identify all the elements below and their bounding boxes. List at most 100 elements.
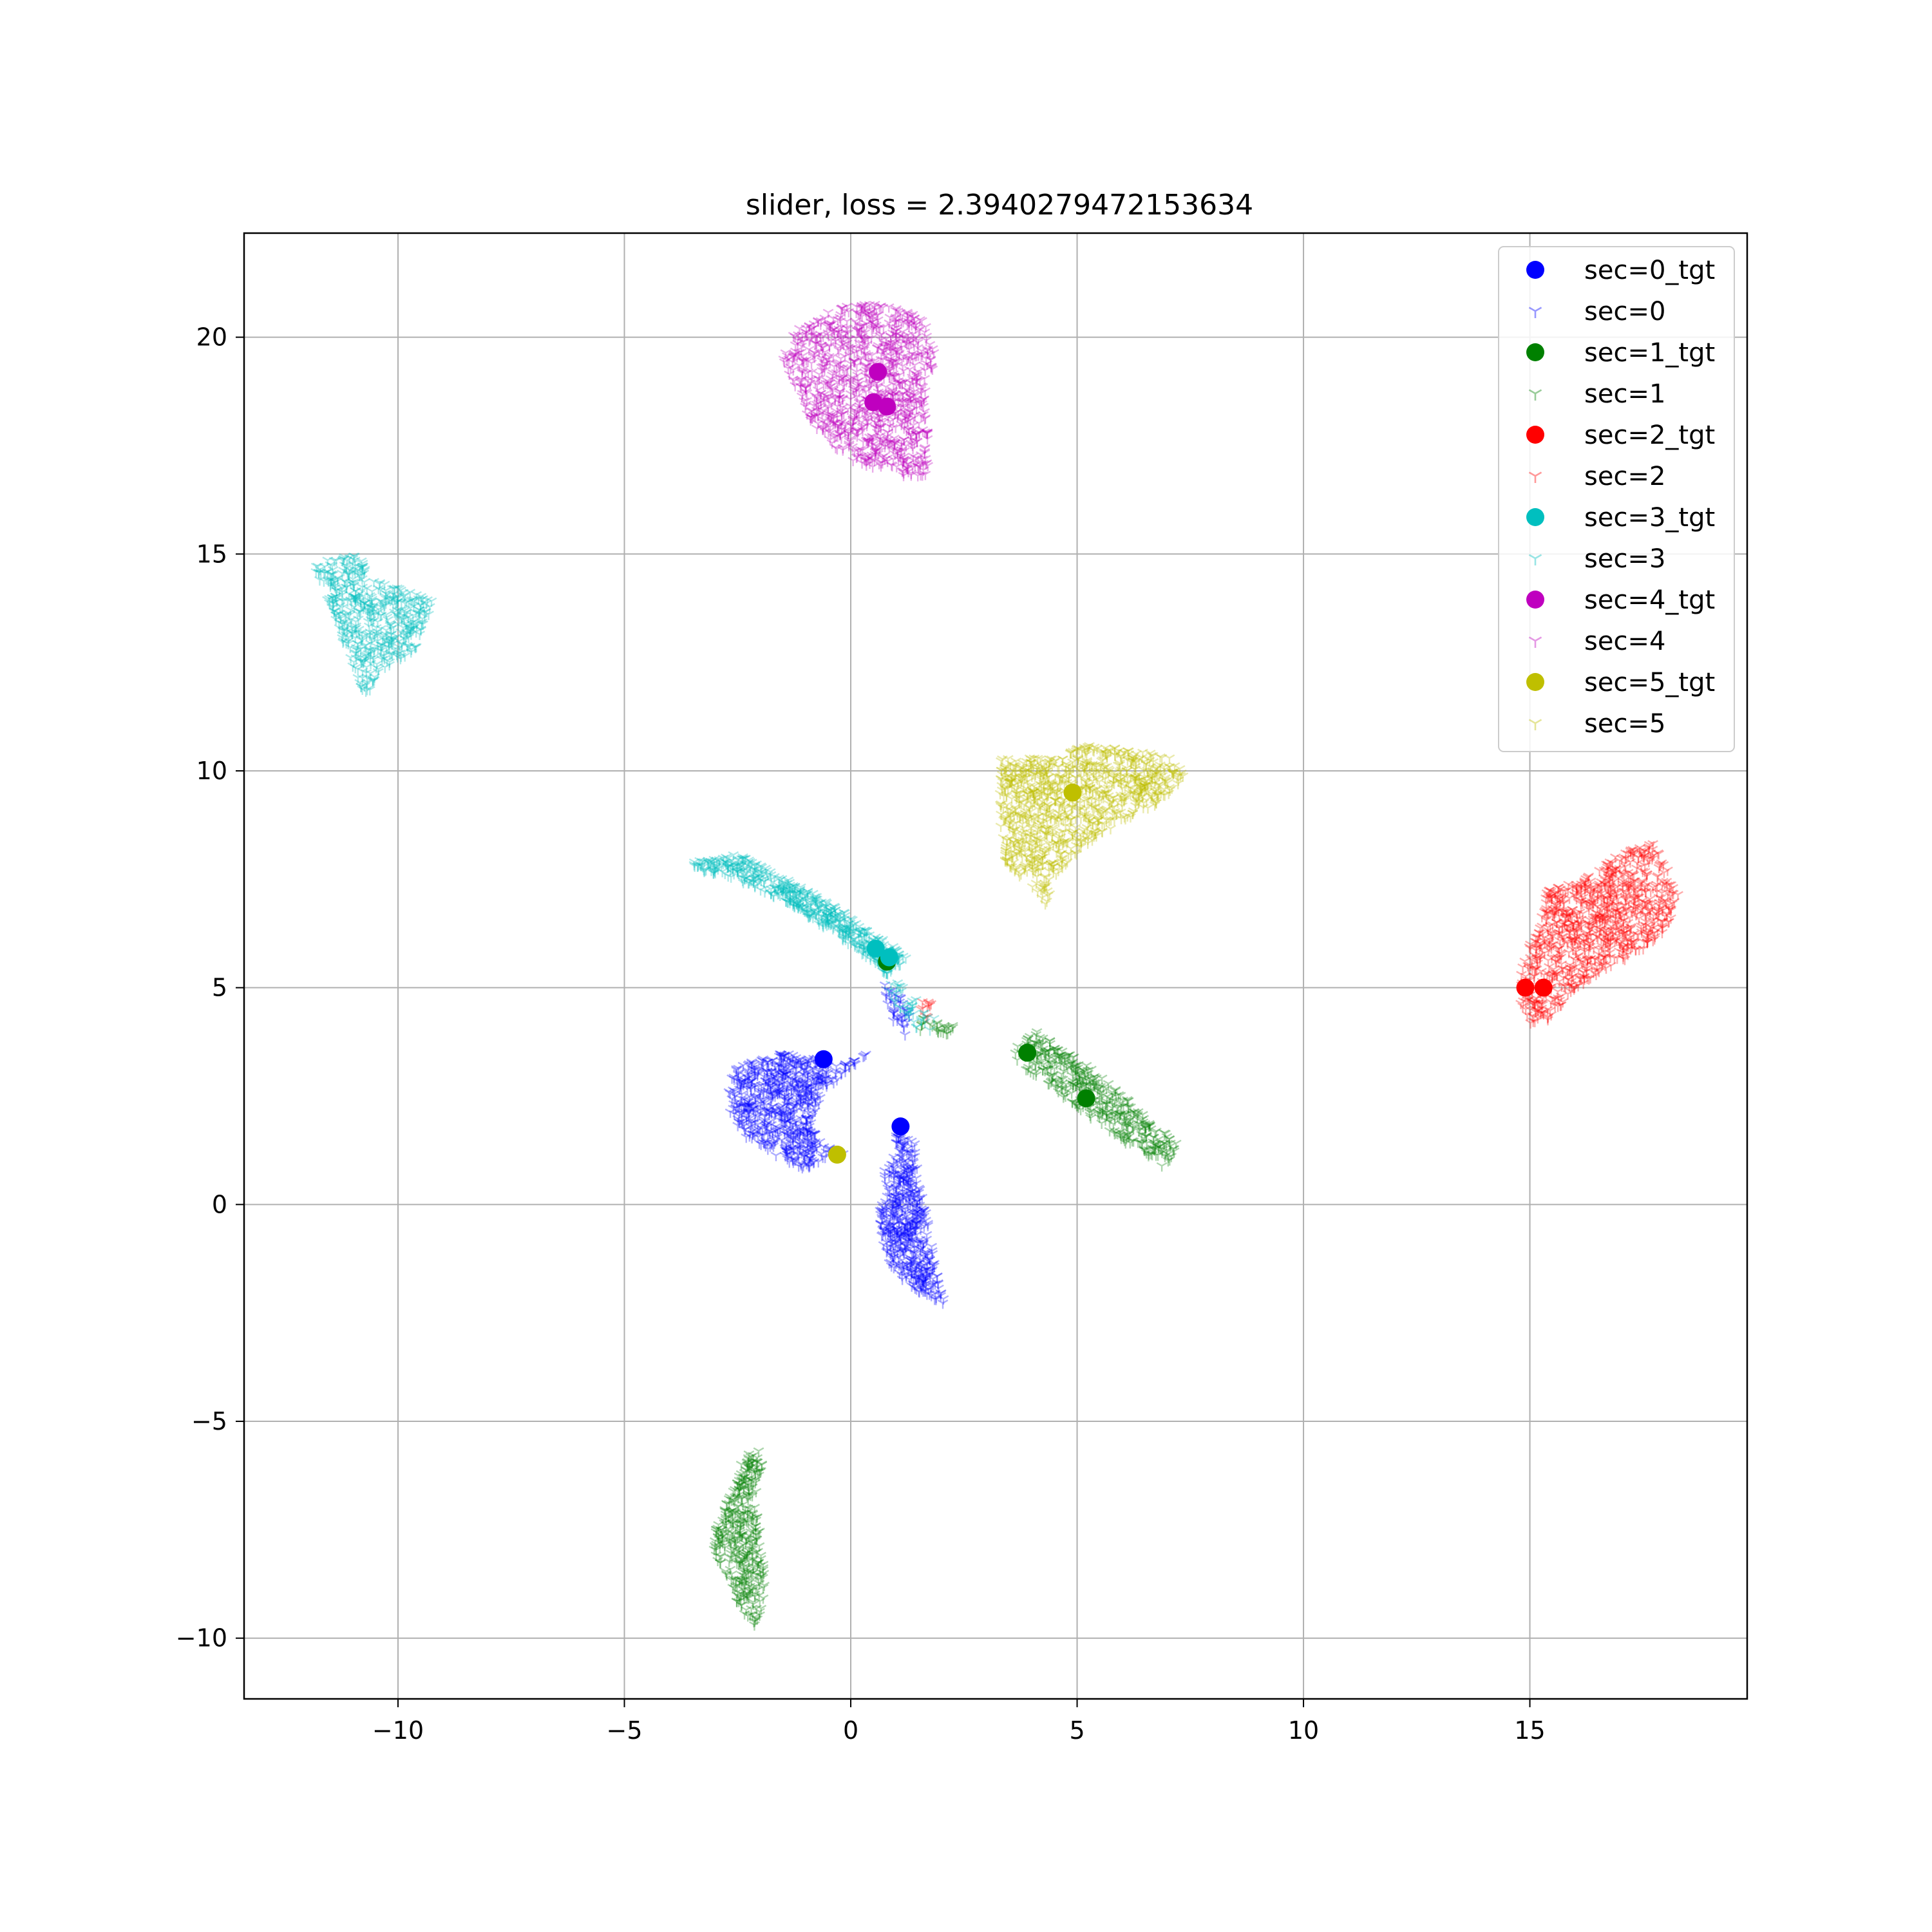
scatter-point	[790, 1070, 802, 1079]
scatter-point	[802, 1141, 813, 1151]
scatter-point	[913, 1184, 925, 1195]
scatter-point	[895, 1233, 906, 1242]
scatter-point	[802, 1070, 813, 1080]
scatter-point	[820, 1079, 832, 1090]
scatter-point	[747, 1119, 758, 1129]
scatter-point	[781, 1148, 793, 1158]
scatter-point	[805, 1141, 817, 1150]
scatter-point	[779, 1144, 791, 1154]
scatter-point	[782, 1110, 793, 1121]
scatter-point	[770, 1106, 781, 1117]
scatter-point	[738, 1108, 750, 1117]
scatter-point	[785, 1105, 797, 1115]
scatter-point	[741, 1114, 752, 1124]
scatter-point	[750, 1069, 761, 1079]
scatter-point	[762, 1058, 773, 1068]
scatter-point	[805, 1142, 816, 1152]
scatter-point	[773, 1088, 785, 1098]
scatter-point	[782, 1096, 793, 1106]
scatter-point	[891, 1203, 902, 1213]
scatter-point	[775, 1052, 787, 1063]
scatter-point	[732, 1070, 744, 1081]
scatter-point	[802, 1158, 814, 1168]
scatter-point	[755, 1141, 767, 1150]
scatter-point	[775, 1110, 786, 1121]
scatter-point	[774, 1087, 786, 1097]
scatter-point	[732, 1122, 744, 1132]
scatter-point	[796, 1058, 807, 1068]
scatter-point	[781, 1097, 792, 1107]
scatter-point	[794, 1083, 805, 1094]
scatter-point	[781, 1083, 792, 1093]
scatter-point	[791, 1097, 802, 1107]
scatter-point	[801, 1126, 813, 1136]
scatter-point	[801, 1132, 813, 1142]
scatter-point	[753, 1126, 764, 1135]
scatter-point	[773, 1062, 785, 1072]
scatter-point	[773, 1077, 785, 1087]
scatter-point	[794, 1140, 805, 1150]
scatter-point	[803, 1145, 815, 1155]
scatter-point	[875, 1206, 886, 1217]
scatter-point	[784, 1110, 796, 1121]
scatter-point	[771, 1087, 782, 1097]
scatter-point	[795, 1093, 807, 1103]
scatter-point	[905, 1257, 917, 1267]
scatter-point	[736, 1109, 748, 1119]
scatter-point	[920, 1217, 931, 1226]
scatter-point	[789, 1156, 800, 1166]
scatter-point	[734, 1108, 745, 1119]
scatter-point	[731, 1104, 742, 1114]
scatter-point	[742, 1085, 753, 1095]
scatter-point	[743, 1074, 755, 1084]
scatter-point	[761, 1067, 773, 1077]
scatter-point	[730, 1092, 741, 1102]
scatter-point	[902, 1222, 913, 1233]
scatter-point	[785, 1106, 797, 1115]
scatter-point	[783, 1092, 795, 1103]
scatter-point	[881, 1213, 893, 1223]
scatter-point	[811, 1074, 823, 1084]
scatter-point	[887, 1255, 899, 1265]
scatter-point	[766, 1139, 777, 1150]
scatter-point	[739, 1095, 750, 1106]
scatter-point	[752, 1092, 764, 1103]
scatter-point	[736, 1090, 748, 1101]
scatter-point	[726, 1095, 738, 1105]
scatter-point	[802, 1101, 813, 1111]
scatter-point	[887, 1253, 898, 1263]
scatter-point	[787, 1134, 799, 1144]
scatter-point	[884, 1164, 895, 1173]
scatter-point	[803, 1156, 815, 1166]
scatter-point	[779, 1075, 790, 1085]
scatter-point	[745, 1102, 756, 1112]
scatter-point	[895, 1264, 907, 1274]
scatter-point	[805, 1154, 816, 1164]
scatter-point	[886, 1258, 896, 1268]
scatter-point	[795, 1125, 806, 1135]
scatter-point	[759, 1118, 770, 1128]
scatter-point	[766, 1095, 777, 1104]
scatter-point	[747, 1130, 759, 1140]
scatter-point	[810, 1141, 822, 1151]
scatter-point	[899, 1241, 911, 1251]
scatter-point	[747, 1127, 759, 1137]
scatter-point	[797, 1164, 808, 1174]
scatter-point	[786, 1130, 797, 1141]
scatter-point	[910, 1249, 922, 1260]
scatter-point	[782, 1132, 794, 1142]
scatter-point	[781, 1101, 793, 1111]
scatter-point	[890, 1195, 901, 1206]
scatter-point	[786, 1144, 797, 1154]
scatter-point	[740, 1103, 752, 1113]
scatter-point	[860, 1050, 871, 1060]
scatter-point	[843, 1063, 855, 1072]
scatter-point	[769, 1061, 781, 1071]
scatter-point	[755, 1106, 766, 1116]
scatter-point	[773, 1110, 785, 1121]
scatter-point	[797, 1061, 808, 1071]
scatter-point	[800, 1079, 812, 1090]
scatter-point	[758, 1072, 770, 1083]
scatter-point	[788, 1083, 799, 1094]
scatter-point	[794, 1100, 806, 1110]
